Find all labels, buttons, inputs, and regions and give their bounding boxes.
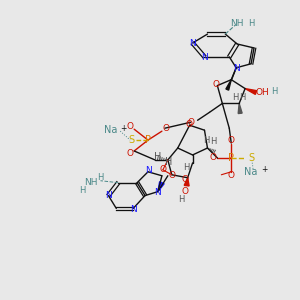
Text: O: O [187, 118, 194, 127]
Text: N: N [105, 191, 112, 200]
Polygon shape [226, 80, 231, 90]
Text: O: O [168, 171, 175, 180]
Text: O: O [159, 165, 167, 174]
Text: P: P [228, 153, 234, 163]
Text: H: H [184, 163, 190, 172]
Text: NH: NH [230, 19, 244, 28]
Text: H: H [97, 173, 104, 182]
Text: O: O [181, 175, 188, 184]
Text: P: P [145, 135, 151, 145]
Text: S: S [248, 153, 254, 163]
Text: N: N [130, 205, 136, 214]
Polygon shape [184, 178, 189, 186]
Polygon shape [238, 103, 242, 113]
Text: N: N [145, 166, 152, 175]
Text: S: S [128, 135, 134, 145]
Text: H: H [248, 19, 254, 28]
Text: H: H [203, 136, 210, 145]
Text: O: O [213, 80, 220, 89]
Text: OH: OH [255, 88, 269, 97]
Text: O: O [228, 171, 235, 180]
Text: O: O [181, 187, 188, 196]
Text: O: O [127, 149, 134, 158]
Text: +: + [120, 124, 126, 133]
Polygon shape [158, 182, 164, 192]
Text: H: H [232, 93, 238, 102]
Polygon shape [245, 88, 257, 94]
Text: NH: NH [84, 178, 97, 187]
Text: Na: Na [244, 167, 258, 177]
Text: H: H [210, 136, 217, 146]
Text: H: H [178, 195, 185, 204]
Text: O: O [127, 122, 134, 131]
Text: N: N [189, 38, 196, 47]
Text: H: H [239, 93, 245, 102]
Text: O: O [228, 136, 235, 145]
Text: H: H [154, 152, 162, 162]
Text: +: + [261, 165, 267, 174]
Text: H: H [165, 157, 172, 167]
Text: H: H [271, 87, 277, 96]
Text: O: O [162, 124, 169, 133]
Text: N: N [233, 64, 240, 73]
Text: N: N [201, 53, 208, 62]
Text: H: H [80, 186, 86, 195]
Text: O: O [185, 120, 192, 129]
Text: O: O [210, 153, 217, 162]
Text: N: N [154, 188, 161, 197]
Text: Na: Na [104, 125, 117, 135]
